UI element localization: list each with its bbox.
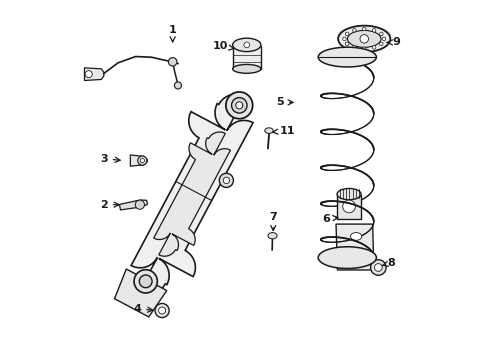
Ellipse shape [318,247,376,269]
Circle shape [345,32,349,36]
Circle shape [343,200,355,213]
Text: 7: 7 [270,212,277,230]
Ellipse shape [268,233,277,239]
Polygon shape [336,224,374,270]
Circle shape [85,71,92,78]
Circle shape [244,42,249,48]
Circle shape [139,275,152,288]
Text: 8: 8 [382,258,395,268]
Circle shape [370,260,386,275]
Ellipse shape [233,38,261,51]
Circle shape [159,307,166,314]
Text: 4: 4 [133,304,153,314]
Circle shape [382,37,386,41]
Circle shape [223,177,229,184]
Text: 1: 1 [169,25,176,42]
Ellipse shape [318,47,376,67]
Circle shape [374,264,382,271]
Circle shape [380,32,383,36]
Text: 9: 9 [387,37,401,48]
Text: 5: 5 [276,98,293,107]
Circle shape [226,92,253,119]
Circle shape [138,156,147,165]
Circle shape [220,173,233,188]
Text: 3: 3 [100,154,120,164]
Circle shape [236,102,243,109]
Circle shape [135,200,145,209]
Polygon shape [84,68,104,81]
Circle shape [372,46,376,49]
Circle shape [360,35,368,43]
Circle shape [134,270,157,293]
Polygon shape [154,132,230,256]
Polygon shape [337,195,361,219]
Circle shape [140,158,145,163]
Circle shape [174,82,181,89]
Circle shape [343,37,346,41]
Polygon shape [120,200,147,210]
Ellipse shape [350,251,362,259]
Ellipse shape [338,26,391,52]
Polygon shape [131,94,253,294]
Circle shape [380,42,383,46]
Polygon shape [233,46,261,69]
Ellipse shape [350,233,362,240]
Circle shape [363,47,366,50]
Circle shape [372,28,376,32]
Circle shape [353,46,356,49]
Ellipse shape [233,64,261,73]
Text: 2: 2 [100,200,119,210]
Circle shape [231,98,247,113]
Ellipse shape [347,30,381,48]
Ellipse shape [265,128,273,134]
Text: 10: 10 [213,41,234,51]
Circle shape [353,28,356,32]
Ellipse shape [337,189,361,200]
Circle shape [169,58,177,66]
Polygon shape [115,269,167,317]
Text: 6: 6 [322,214,338,224]
Circle shape [155,303,169,318]
Circle shape [345,42,349,46]
Circle shape [363,27,366,31]
Polygon shape [130,155,147,166]
Text: 11: 11 [273,126,295,136]
